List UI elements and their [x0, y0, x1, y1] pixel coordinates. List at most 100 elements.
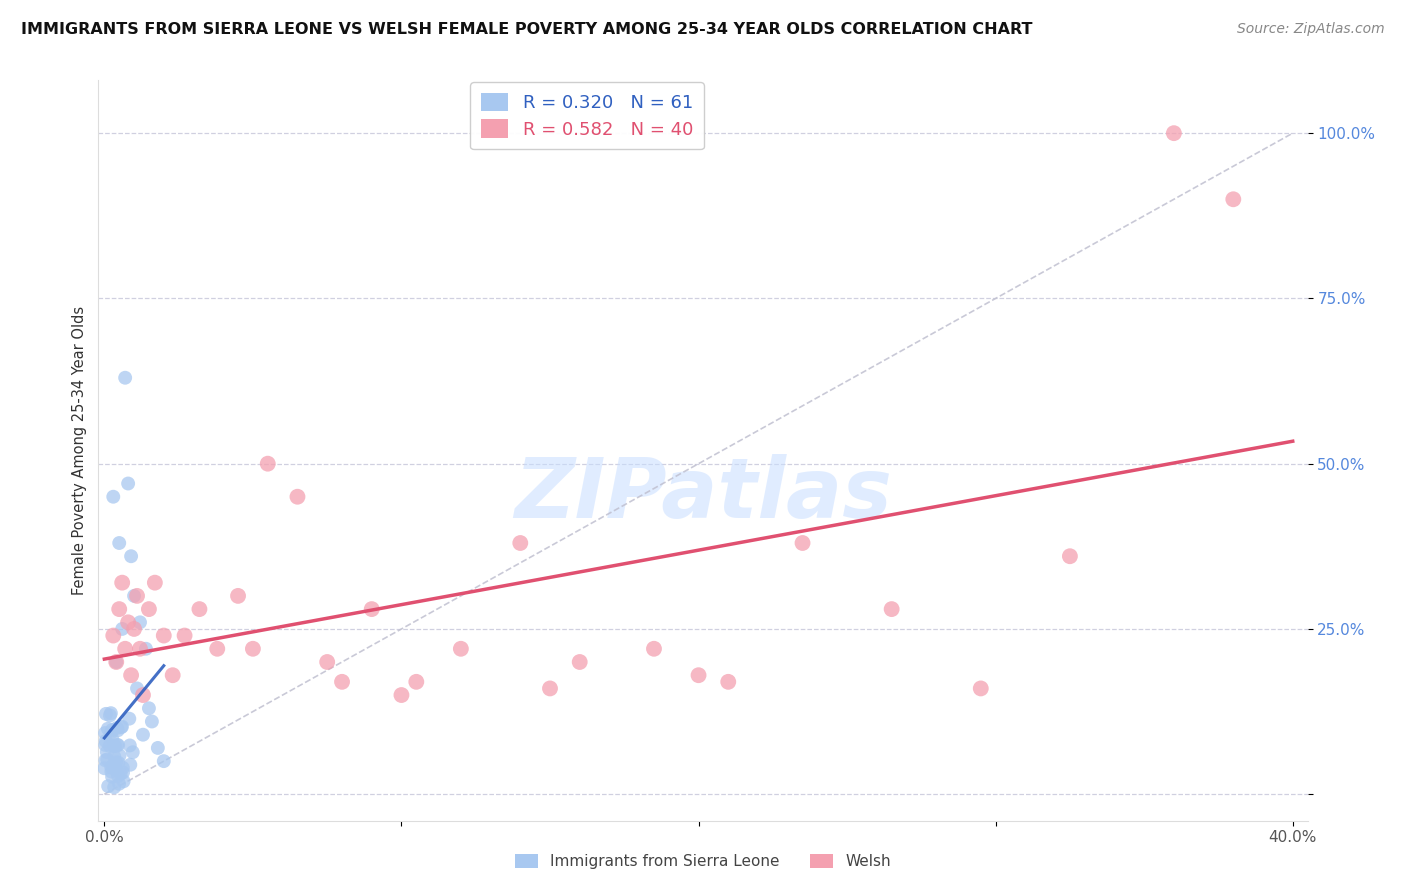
Point [111, 575, 134, 590]
Point [103, 739, 125, 753]
Point [688, 668, 710, 682]
Point [152, 629, 174, 643]
Point [121, 745, 143, 759]
Point [108, 777, 131, 791]
Point [94, 738, 117, 752]
Point [117, 476, 139, 491]
Point [108, 748, 131, 763]
Point [112, 765, 135, 780]
Point [100, 706, 122, 721]
Text: Source: ZipAtlas.com: Source: ZipAtlas.com [1237, 22, 1385, 37]
Point [118, 739, 141, 753]
Point [103, 629, 125, 643]
Point [143, 575, 166, 590]
Point [105, 756, 128, 770]
Point [118, 712, 141, 726]
Point [105, 738, 128, 752]
Point [110, 720, 132, 734]
Point [880, 602, 903, 616]
Point [101, 723, 124, 737]
Point [405, 674, 427, 689]
Point [125, 589, 148, 603]
Text: ZIPatlas: ZIPatlas [515, 454, 891, 535]
Point [226, 589, 249, 603]
Point [94, 706, 117, 721]
Point [108, 602, 131, 616]
Point [103, 749, 125, 764]
Point [1059, 549, 1081, 564]
Point [125, 681, 148, 696]
Point [287, 490, 309, 504]
Point [103, 780, 125, 795]
Point [93, 761, 115, 775]
Point [100, 764, 122, 779]
Point [111, 761, 134, 775]
Point [100, 726, 122, 740]
Point [117, 615, 139, 630]
Point [1163, 126, 1185, 140]
Point [94, 726, 117, 740]
Point [360, 602, 382, 616]
Point [538, 681, 561, 696]
Legend: R = 0.320   N = 61, R = 0.582   N = 40: R = 0.320 N = 61, R = 0.582 N = 40 [470, 82, 704, 150]
Point [138, 602, 160, 616]
Point [316, 655, 339, 669]
Point [107, 723, 129, 738]
Point [450, 641, 472, 656]
Point [122, 589, 145, 603]
Point [173, 629, 195, 643]
Point [97, 779, 120, 793]
Point [103, 762, 125, 776]
Point [188, 602, 211, 616]
Point [104, 739, 127, 753]
Point [97, 722, 120, 736]
Point [110, 766, 132, 780]
Point [330, 674, 353, 689]
Point [105, 655, 128, 669]
Text: IMMIGRANTS FROM SIERRA LEONE VS WELSH FEMALE POVERTY AMONG 25-34 YEAR OLDS CORRE: IMMIGRANTS FROM SIERRA LEONE VS WELSH FE… [21, 22, 1032, 37]
Point [132, 688, 155, 702]
Point [129, 641, 152, 656]
Point [1222, 192, 1244, 206]
Point [122, 622, 145, 636]
Point [101, 770, 124, 784]
Point [568, 655, 591, 669]
Point [152, 754, 174, 768]
Point [94, 734, 117, 748]
Point [103, 757, 125, 772]
Point [132, 728, 155, 742]
Point [98, 708, 121, 723]
Point [643, 641, 665, 656]
Legend: Immigrants from Sierra Leone, Welsh: Immigrants from Sierra Leone, Welsh [509, 847, 897, 875]
Point [120, 668, 142, 682]
Point [717, 674, 740, 689]
Point [101, 731, 124, 746]
Point [100, 760, 122, 774]
Point [104, 760, 127, 774]
Point [970, 681, 993, 696]
Point [103, 490, 125, 504]
Point [792, 536, 814, 550]
Point [105, 655, 128, 669]
Point [114, 370, 136, 384]
Point [96, 752, 118, 766]
Point [108, 536, 131, 550]
Point [509, 536, 531, 550]
Point [138, 701, 160, 715]
Point [94, 753, 117, 767]
Point [120, 549, 142, 564]
Point [107, 769, 129, 783]
Point [391, 688, 413, 702]
Point [107, 756, 129, 770]
Point [256, 457, 278, 471]
Point [111, 720, 134, 734]
Point [242, 641, 264, 656]
Point [98, 739, 121, 753]
Y-axis label: Female Poverty Among 25-34 Year Olds: Female Poverty Among 25-34 Year Olds [72, 306, 87, 595]
Point [114, 641, 136, 656]
Point [135, 641, 157, 656]
Point [112, 774, 135, 789]
Point [105, 721, 128, 735]
Point [96, 745, 118, 759]
Point [162, 668, 184, 682]
